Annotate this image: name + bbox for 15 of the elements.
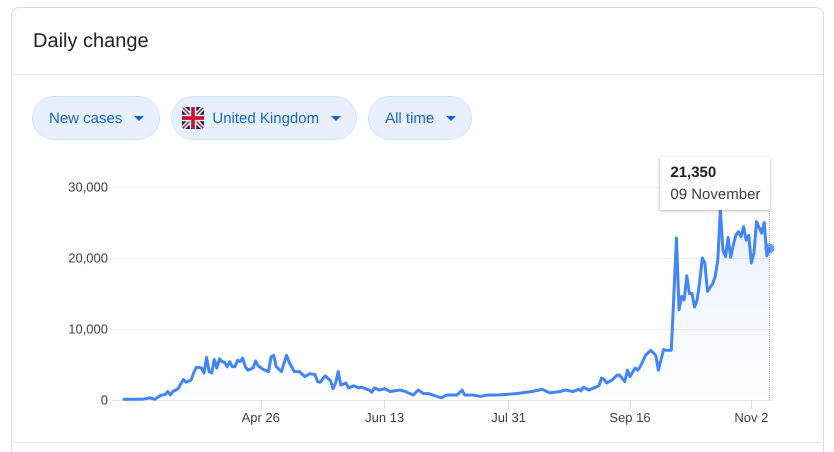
y-tick-label: 0 xyxy=(100,392,108,408)
x-tick-label: Nov 2 xyxy=(734,410,768,425)
text: 21,350 xyxy=(670,163,716,183)
y-tick-label: 10,000 xyxy=(68,322,108,336)
x-tick-label: Jun 13 xyxy=(365,410,404,425)
y-tick-label: 30,000 xyxy=(68,180,108,194)
x-tick-label: Apr 26 xyxy=(242,410,280,425)
x-tick-label: Sep 16 xyxy=(609,410,651,425)
y-tick-label: 20,000 xyxy=(68,250,108,266)
annotation: 09 November xyxy=(670,185,760,205)
dropdown-button[interactable]: All time xyxy=(368,96,472,140)
dropdown-button[interactable]: New cases xyxy=(32,96,160,140)
x-tick-label: Jul 31 xyxy=(491,410,526,425)
dropdown-button[interactable]: United Kingdom xyxy=(171,96,358,140)
chart-title: Daily change xyxy=(33,29,149,54)
